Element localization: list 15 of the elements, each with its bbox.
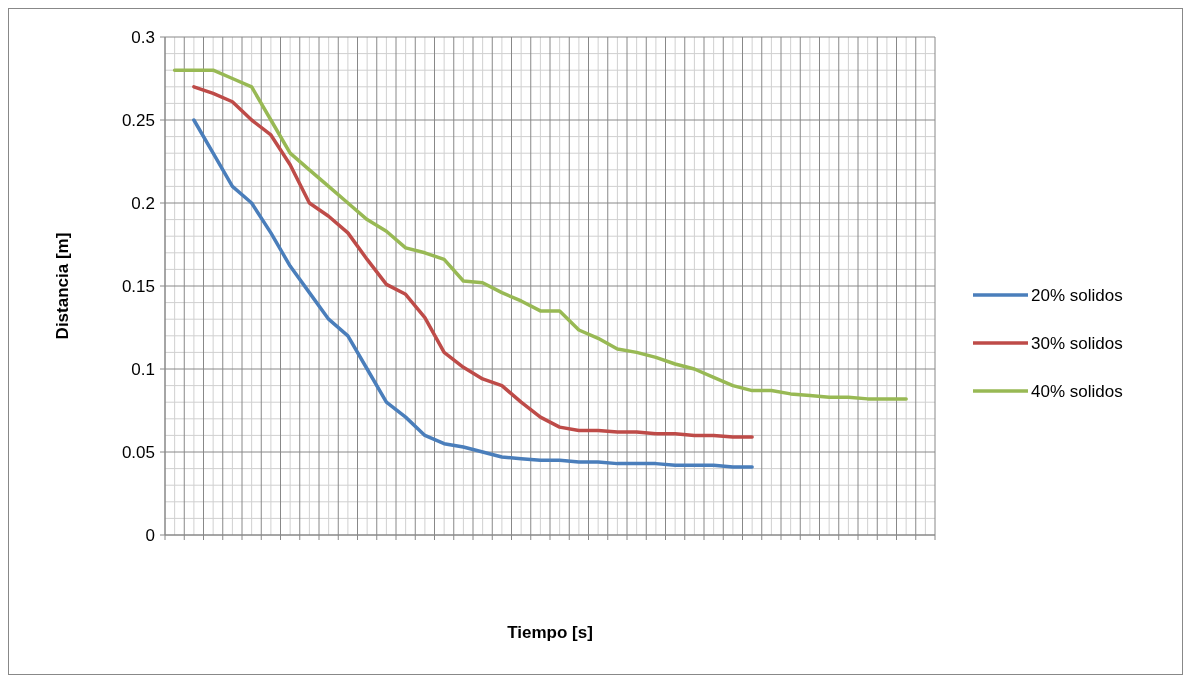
y-axis-title: Distancia [m] — [53, 232, 72, 340]
line-series — [172, 68, 908, 401]
y-tick-label: 0.1 — [131, 359, 155, 379]
legend-label: 20% solidos — [1031, 285, 1123, 305]
y-tick-label: 0 — [145, 525, 155, 545]
legend-label: 30% solidos — [1031, 333, 1123, 353]
y-tick-label: 0.05 — [121, 442, 155, 462]
y-tick-label: 0.3 — [131, 27, 155, 47]
y-tick-label: 0.25 — [121, 110, 155, 130]
line-series — [192, 85, 754, 439]
line-series — [192, 118, 754, 469]
legend-label: 40% solidos — [1031, 381, 1123, 401]
y-tick-label: 0.15 — [121, 276, 155, 296]
x-axis-title: Tiempo [s] — [507, 623, 593, 642]
y-tick-label: 0.2 — [131, 193, 155, 213]
